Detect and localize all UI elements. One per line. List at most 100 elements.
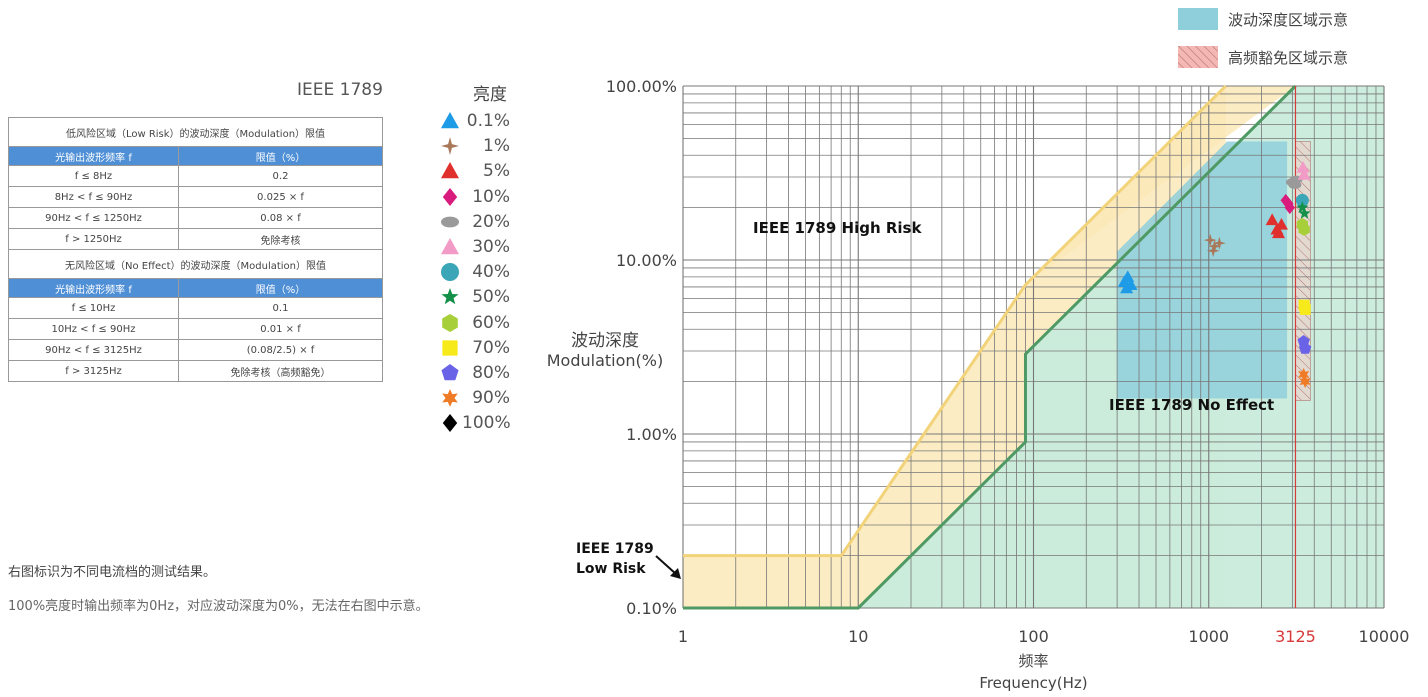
triangle-marker: [441, 112, 459, 129]
data-point: [1288, 181, 1302, 189]
exemption-region-legend: 高频豁免区域示意: [1178, 46, 1348, 68]
brightness-legend-label: 90%: [472, 388, 510, 409]
low-risk-arrow: [655, 555, 677, 575]
low-risk-label: Low Risk: [576, 561, 646, 577]
hexagon-marker: [442, 313, 458, 332]
brightness-legend-label: 5%: [483, 161, 510, 182]
brightness-legend-label: 80%: [472, 363, 510, 383]
modulation-region-label: 波动深度区域示意: [1228, 10, 1349, 29]
data-point-marker: [1283, 197, 1294, 211]
brightness-legend-label: 20%: [472, 211, 510, 232]
x-axis-label: 频率: [1018, 652, 1048, 670]
no-effect-label: IEEE 1789 No Effect: [1109, 396, 1274, 414]
brightness-legend-item: 60%: [438, 312, 510, 334]
low-risk-boundary-line: [683, 84, 1227, 558]
high-risk-label: IEEE 1789 High Risk: [753, 219, 922, 237]
triangle-marker-icon: [441, 238, 459, 255]
brightness-legend-label: 40%: [472, 262, 510, 283]
brightness-legend-item: 1%: [438, 135, 510, 157]
data-point: [1206, 244, 1220, 258]
table-row: f ≤ 8Hz 0.2: [8, 165, 383, 187]
data-point-marker: [1206, 244, 1220, 258]
low-risk-region-upper: [1025, 86, 1296, 285]
data-point-marker: [1298, 222, 1310, 236]
brightness-legend-item: 40%: [438, 261, 510, 283]
x-tick-label: 10: [848, 627, 868, 646]
diamond-marker: [442, 414, 458, 433]
data-point-marker: [1274, 217, 1288, 230]
brightness-legend-label: 30%: [472, 237, 510, 257]
no-effect-boundary-line: [683, 84, 1297, 610]
star6-marker: [442, 389, 458, 408]
x-tick-label: 10000: [1359, 627, 1410, 646]
brightness-legend-label: 100%: [462, 413, 511, 434]
y-tick-label: 100.00%: [606, 77, 677, 96]
data-point-marker: [1271, 226, 1285, 239]
triangle-marker-icon: [441, 112, 459, 129]
table-row: f > 3125Hz 免除考核（高频豁免）: [8, 360, 383, 382]
triangle-marker: [441, 238, 459, 255]
y-axis-label-en: Modulation(%): [547, 351, 663, 370]
data-point: [1283, 197, 1294, 211]
limit-cell: 免除考核（高频豁免）: [178, 360, 383, 382]
modulation-region-swatch: [1178, 8, 1218, 30]
x-tick-label: 1: [678, 627, 688, 646]
data-point: [1299, 303, 1311, 315]
data-point: [1271, 226, 1285, 239]
diamond-marker-icon: [442, 414, 458, 433]
x-tick-label: 100: [1018, 627, 1049, 646]
standard-title: IEEE 1789: [297, 80, 383, 100]
data-point-marker: [1265, 213, 1279, 226]
ellipse-marker: [441, 216, 459, 228]
data-point-marker: [1298, 207, 1311, 219]
data-point-marker: [1120, 281, 1134, 294]
diamond-marker-icon: [442, 187, 458, 206]
data-point-marker: [1299, 303, 1311, 315]
hexagon-marker-icon: [442, 313, 458, 332]
brightness-legend-label: 1%: [483, 136, 510, 157]
note-line-1: 右图标识为不同电流档的测试结果。: [8, 565, 217, 580]
square-marker-icon: [442, 340, 458, 356]
data-point: [1274, 217, 1288, 230]
data-point: [1295, 193, 1309, 207]
data-point: [1298, 207, 1311, 219]
star5-marker: [441, 288, 459, 305]
data-point-marker: [1297, 168, 1311, 180]
data-point-marker: [1295, 193, 1309, 207]
brightness-legend-label: 60%: [472, 312, 510, 333]
diamond-marker: [442, 187, 458, 206]
brightness-legend-item: 0.1%: [438, 110, 510, 132]
star5-marker-icon: [441, 288, 459, 305]
data-point: [1296, 201, 1309, 213]
data-point: [1298, 222, 1310, 236]
data-point: [1203, 233, 1217, 247]
data-point: [1299, 375, 1311, 389]
square-marker: [442, 340, 458, 356]
data-point: [1120, 281, 1134, 294]
data-point: [1298, 342, 1312, 354]
brightness-legend-label: 70%: [472, 337, 510, 358]
data-point-marker: [1299, 375, 1311, 389]
star4-marker-icon: [441, 137, 459, 156]
data-point: [1212, 236, 1226, 250]
data-point: [1208, 239, 1222, 253]
brightness-legend-item: 5%: [438, 160, 510, 182]
brightness-legend-label: 50%: [472, 287, 510, 308]
x-tick-label: 3125: [1275, 627, 1316, 646]
triangle-marker: [441, 162, 459, 179]
triangle-marker-icon: [441, 162, 459, 179]
brightness-legend-item: 20%: [438, 211, 510, 233]
data-point-marker: [1203, 233, 1217, 247]
brightness-legend-item: 50%: [438, 286, 510, 308]
ellipse-marker-icon: [441, 216, 459, 228]
y-axis-label: 波动深度: [571, 331, 639, 351]
note-line-2: 100%亮度时输出频率为0Hz，对应波动深度为0%，无法在右图中示意。: [8, 599, 429, 614]
star4-marker: [441, 137, 459, 156]
data-point: [1298, 367, 1310, 381]
data-point-marker: [1296, 201, 1309, 213]
table-row: f > 1250Hz 免除考核: [8, 228, 383, 250]
brightness-legend-item: 80%: [438, 362, 510, 384]
brightness-legend-title: 亮度: [473, 85, 507, 105]
brightness-legend-label: 0.1%: [466, 111, 510, 131]
